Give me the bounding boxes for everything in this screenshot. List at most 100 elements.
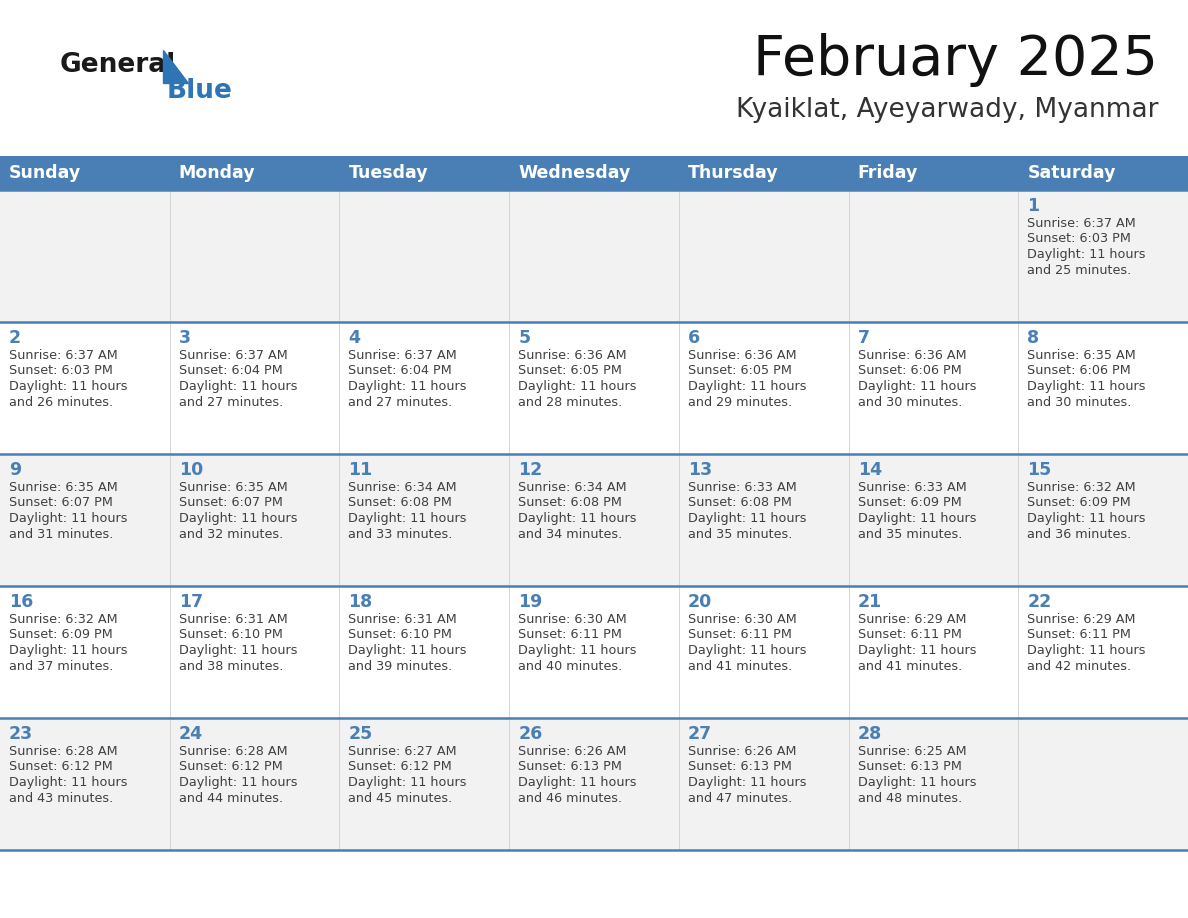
Text: Sunset: 6:04 PM: Sunset: 6:04 PM	[178, 364, 283, 377]
Text: Daylight: 11 hours: Daylight: 11 hours	[858, 512, 977, 525]
Text: Sunrise: 6:33 AM: Sunrise: 6:33 AM	[858, 481, 966, 494]
Text: 4: 4	[348, 329, 360, 347]
Text: Daylight: 11 hours: Daylight: 11 hours	[178, 380, 297, 393]
Text: and 46 minutes.: and 46 minutes.	[518, 791, 623, 804]
Text: Daylight: 11 hours: Daylight: 11 hours	[518, 380, 637, 393]
Text: Kyaiklat, Ayeyarwady, Myanmar: Kyaiklat, Ayeyarwady, Myanmar	[735, 97, 1158, 123]
Text: and 28 minutes.: and 28 minutes.	[518, 396, 623, 409]
Text: and 31 minutes.: and 31 minutes.	[10, 528, 113, 541]
Text: Sunset: 6:05 PM: Sunset: 6:05 PM	[688, 364, 791, 377]
Text: Sunday: Sunday	[10, 164, 81, 182]
Bar	[0, 586, 1188, 718]
Text: Daylight: 11 hours: Daylight: 11 hours	[1028, 380, 1145, 393]
Text: Daylight: 11 hours: Daylight: 11 hours	[348, 644, 467, 657]
Text: and 47 minutes.: and 47 minutes.	[688, 791, 792, 804]
Text: 13: 13	[688, 461, 712, 479]
Text: and 48 minutes.: and 48 minutes.	[858, 791, 962, 804]
Text: Sunrise: 6:29 AM: Sunrise: 6:29 AM	[1028, 613, 1136, 626]
Text: Daylight: 11 hours: Daylight: 11 hours	[688, 380, 807, 393]
Text: Sunrise: 6:31 AM: Sunrise: 6:31 AM	[178, 613, 287, 626]
Text: Daylight: 11 hours: Daylight: 11 hours	[688, 644, 807, 657]
Bar	[0, 322, 1188, 454]
Text: 23: 23	[10, 725, 33, 743]
Text: Daylight: 11 hours: Daylight: 11 hours	[1028, 644, 1145, 657]
Text: 12: 12	[518, 461, 543, 479]
Text: and 27 minutes.: and 27 minutes.	[178, 396, 283, 409]
Text: 26: 26	[518, 725, 543, 743]
Bar	[510, 156, 678, 190]
Text: Sunrise: 6:37 AM: Sunrise: 6:37 AM	[178, 349, 287, 362]
Text: Daylight: 11 hours: Daylight: 11 hours	[688, 776, 807, 789]
Text: Sunrise: 6:31 AM: Sunrise: 6:31 AM	[348, 613, 457, 626]
Text: Sunrise: 6:25 AM: Sunrise: 6:25 AM	[858, 745, 966, 758]
Text: Monday: Monday	[178, 164, 255, 182]
Text: Daylight: 11 hours: Daylight: 11 hours	[518, 644, 637, 657]
Text: 20: 20	[688, 593, 712, 611]
Text: Sunset: 6:11 PM: Sunset: 6:11 PM	[688, 629, 791, 642]
Text: 10: 10	[178, 461, 203, 479]
Text: Sunset: 6:09 PM: Sunset: 6:09 PM	[858, 497, 961, 509]
Text: Sunset: 6:11 PM: Sunset: 6:11 PM	[858, 629, 961, 642]
Text: Sunset: 6:11 PM: Sunset: 6:11 PM	[518, 629, 623, 642]
Text: and 43 minutes.: and 43 minutes.	[10, 791, 113, 804]
Text: Daylight: 11 hours: Daylight: 11 hours	[348, 380, 467, 393]
Text: Sunrise: 6:36 AM: Sunrise: 6:36 AM	[858, 349, 966, 362]
Text: 27: 27	[688, 725, 712, 743]
Text: Sunrise: 6:30 AM: Sunrise: 6:30 AM	[688, 613, 797, 626]
Text: and 29 minutes.: and 29 minutes.	[688, 396, 792, 409]
Bar	[848, 156, 1018, 190]
Bar	[0, 156, 170, 190]
Text: Sunrise: 6:27 AM: Sunrise: 6:27 AM	[348, 745, 457, 758]
Text: Sunset: 6:08 PM: Sunset: 6:08 PM	[348, 497, 453, 509]
Text: Daylight: 11 hours: Daylight: 11 hours	[1028, 512, 1145, 525]
Text: Sunset: 6:13 PM: Sunset: 6:13 PM	[688, 760, 791, 774]
Text: Sunset: 6:12 PM: Sunset: 6:12 PM	[178, 760, 283, 774]
Text: Sunrise: 6:33 AM: Sunrise: 6:33 AM	[688, 481, 797, 494]
Text: 3: 3	[178, 329, 191, 347]
Text: Daylight: 11 hours: Daylight: 11 hours	[858, 644, 977, 657]
Text: and 38 minutes.: and 38 minutes.	[178, 659, 283, 673]
Text: Daylight: 11 hours: Daylight: 11 hours	[348, 512, 467, 525]
Text: and 30 minutes.: and 30 minutes.	[1028, 396, 1132, 409]
Text: and 37 minutes.: and 37 minutes.	[10, 659, 113, 673]
Text: and 36 minutes.: and 36 minutes.	[1028, 528, 1131, 541]
Text: Daylight: 11 hours: Daylight: 11 hours	[858, 776, 977, 789]
Text: Daylight: 11 hours: Daylight: 11 hours	[10, 776, 127, 789]
Text: Wednesday: Wednesday	[518, 164, 631, 182]
Text: Daylight: 11 hours: Daylight: 11 hours	[688, 512, 807, 525]
Text: General: General	[61, 52, 176, 78]
Text: Sunset: 6:10 PM: Sunset: 6:10 PM	[348, 629, 453, 642]
Text: Sunrise: 6:35 AM: Sunrise: 6:35 AM	[178, 481, 287, 494]
Text: 19: 19	[518, 593, 543, 611]
Text: Daylight: 11 hours: Daylight: 11 hours	[1028, 248, 1145, 261]
Text: February 2025: February 2025	[753, 33, 1158, 87]
Text: Sunset: 6:12 PM: Sunset: 6:12 PM	[10, 760, 113, 774]
Text: Sunrise: 6:36 AM: Sunrise: 6:36 AM	[518, 349, 627, 362]
Text: and 42 minutes.: and 42 minutes.	[1028, 659, 1131, 673]
Text: Sunrise: 6:26 AM: Sunrise: 6:26 AM	[518, 745, 626, 758]
Bar	[0, 718, 1188, 850]
Text: 9: 9	[10, 461, 21, 479]
Text: Sunrise: 6:36 AM: Sunrise: 6:36 AM	[688, 349, 796, 362]
Polygon shape	[163, 50, 188, 83]
Text: Daylight: 11 hours: Daylight: 11 hours	[10, 644, 127, 657]
Text: 2: 2	[10, 329, 21, 347]
Text: Sunset: 6:13 PM: Sunset: 6:13 PM	[518, 760, 623, 774]
Text: Sunset: 6:06 PM: Sunset: 6:06 PM	[858, 364, 961, 377]
Text: and 34 minutes.: and 34 minutes.	[518, 528, 623, 541]
Bar	[340, 156, 510, 190]
Text: Sunset: 6:06 PM: Sunset: 6:06 PM	[1028, 364, 1131, 377]
Text: and 26 minutes.: and 26 minutes.	[10, 396, 113, 409]
Text: Sunset: 6:03 PM: Sunset: 6:03 PM	[1028, 232, 1131, 245]
Bar	[1018, 156, 1188, 190]
Text: 6: 6	[688, 329, 700, 347]
Text: Sunrise: 6:34 AM: Sunrise: 6:34 AM	[518, 481, 627, 494]
Text: Sunrise: 6:35 AM: Sunrise: 6:35 AM	[10, 481, 118, 494]
Text: Daylight: 11 hours: Daylight: 11 hours	[178, 776, 297, 789]
Text: and 44 minutes.: and 44 minutes.	[178, 791, 283, 804]
Text: Sunrise: 6:35 AM: Sunrise: 6:35 AM	[1028, 349, 1136, 362]
Text: Saturday: Saturday	[1028, 164, 1116, 182]
Text: Sunset: 6:03 PM: Sunset: 6:03 PM	[10, 364, 113, 377]
Text: 17: 17	[178, 593, 203, 611]
Text: 24: 24	[178, 725, 203, 743]
